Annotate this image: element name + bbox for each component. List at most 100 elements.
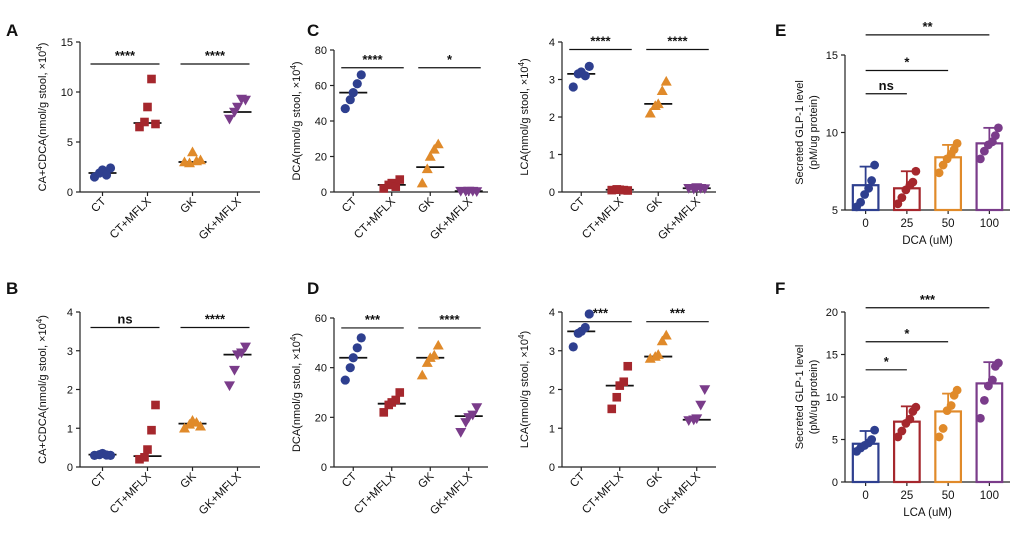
x-tick-label: CT — [568, 471, 587, 490]
y-tick-label: 0 — [832, 477, 838, 489]
panel-label: F — [775, 279, 785, 298]
y-axis-label-text: CA+CDCA(nmol/g stool, ×10 — [37, 323, 49, 464]
y-axis-label: Secreted GLP-1 level (pM/ug protein) — [794, 345, 820, 450]
data-point — [897, 193, 907, 203]
y-axis-label-text: LCA(nmol/g stool, ×10 — [519, 339, 531, 448]
y-tick-label: 5 — [67, 137, 73, 149]
data-point — [432, 138, 444, 149]
significance-label: *** — [920, 292, 936, 307]
y-axis-label: DCA(nmol/g stool, ×104) — [289, 61, 303, 180]
y-tick-label: 1 — [549, 150, 555, 162]
data-point — [656, 85, 668, 95]
data-point — [224, 381, 235, 392]
bar — [975, 382, 1004, 484]
data-point — [993, 123, 1003, 133]
x-tick-label: 50 — [942, 218, 955, 230]
data-point — [911, 402, 921, 412]
y-tick-label: 0 — [321, 187, 327, 199]
y-axis-label-exponent: 4 — [289, 336, 298, 341]
y-axis-label-text: LCA(nmol/g stool, ×10 — [519, 66, 531, 175]
data-point — [905, 414, 915, 424]
significance-label: * — [904, 55, 910, 70]
y-tick-label: 15 — [826, 50, 838, 62]
y-tick-label: 60 — [315, 313, 327, 325]
bar — [975, 142, 1004, 212]
data-point — [660, 329, 672, 340]
data-point — [151, 400, 160, 410]
data-point — [911, 166, 921, 176]
panel-c1: C 0 20 40 60 80 DCA(nmol/g stool, ×104) CTCT+MF… — [289, 21, 488, 242]
x-tick-label: GK+MFLX — [197, 195, 244, 242]
data-point — [348, 88, 358, 98]
data-point — [147, 74, 156, 84]
data-point — [345, 363, 355, 373]
data-point — [352, 79, 362, 89]
panel-label: C — [307, 21, 319, 40]
data-point — [356, 333, 366, 343]
data-point — [424, 151, 436, 161]
significance-label: * — [884, 354, 890, 369]
y-tick-label: 20 — [315, 412, 327, 424]
x-tick-label: GK+MFLX — [428, 195, 475, 242]
x-tick-label: GK — [644, 470, 664, 490]
data-point — [652, 98, 664, 109]
y-tick-label: 60 — [315, 81, 327, 93]
panel-label: E — [775, 21, 786, 40]
y-tick-label: 15 — [826, 350, 838, 362]
significance-label: **** — [667, 34, 688, 49]
y-tick-label: 0 — [321, 462, 327, 474]
y-axis-label: LCA(nmol/g stool, ×104) — [517, 331, 531, 448]
data-point — [946, 401, 956, 410]
data-point — [143, 445, 152, 454]
data-point — [147, 425, 156, 435]
data-point — [105, 450, 116, 460]
data-point — [952, 385, 962, 395]
data-point — [870, 425, 880, 435]
data-point — [699, 184, 711, 195]
y-axis-label-text: CA+CDCA(nmol/g stool, ×10 — [37, 51, 49, 192]
significance-label: **** — [439, 312, 460, 327]
data-point — [990, 131, 1000, 141]
x-axis-label: LCA (uM) — [903, 507, 952, 519]
y-tick-label: 20 — [315, 152, 327, 164]
data-point — [864, 183, 874, 193]
data-point — [395, 175, 405, 184]
y-tick-label: 4 — [67, 307, 73, 319]
significance-label: **** — [205, 48, 226, 63]
y-axis-label-line: Secreted GLP-1 level — [794, 80, 806, 185]
x-tick-label: 100 — [980, 218, 999, 230]
y-axis-label-line: (pM/ug protein) — [808, 360, 820, 435]
y-tick-label: 10 — [826, 128, 838, 140]
significance-label: *** — [365, 312, 381, 327]
y-axis-label-exponent: 4 — [517, 334, 526, 339]
data-point — [612, 392, 622, 402]
x-tick-label: GK — [416, 470, 436, 490]
x-tick-label: GK — [644, 195, 664, 215]
x-axis-label: DCA (uM) — [902, 235, 953, 247]
panel-f: F 0 5 10 15 20 Secreted GLP-1 level (pM/ug prot… — [775, 279, 1010, 519]
data-point — [151, 119, 160, 129]
panel-label: D — [307, 279, 319, 298]
significance-label: **** — [590, 34, 611, 49]
data-point — [140, 453, 149, 462]
y-tick-label: 40 — [315, 363, 327, 375]
data-point — [699, 385, 711, 395]
significance-label: * — [447, 52, 453, 67]
data-point — [644, 107, 656, 118]
y-tick-label: 10 — [61, 87, 73, 99]
y-tick-label: 15 — [61, 37, 73, 49]
y-axis-label-tail: ) — [519, 58, 531, 62]
y-tick-label: 80 — [315, 45, 327, 57]
bar — [934, 410, 963, 484]
x-tick-label: 25 — [900, 218, 913, 230]
data-point — [580, 71, 590, 81]
x-tick-label: GK+MFLX — [197, 470, 244, 517]
significance-label: **** — [205, 312, 226, 327]
y-tick-label: 40 — [315, 116, 327, 128]
data-point — [623, 361, 633, 371]
y-tick-label: 1 — [67, 423, 73, 435]
data-point — [987, 375, 997, 385]
data-point — [356, 70, 366, 80]
y-tick-label: 2 — [549, 112, 555, 124]
data-point — [870, 160, 880, 170]
